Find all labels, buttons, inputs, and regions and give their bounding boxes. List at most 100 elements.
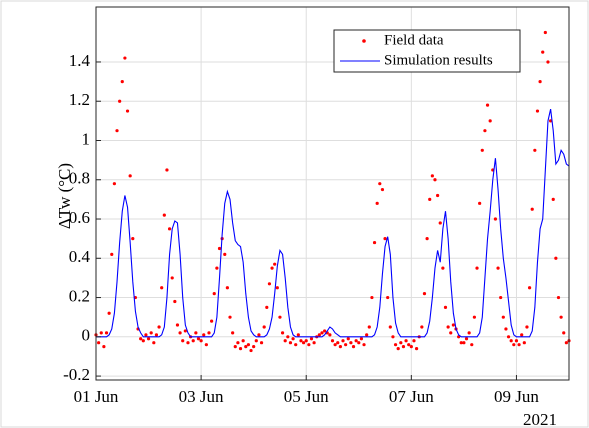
- field-point: [562, 331, 566, 335]
- field-point: [446, 325, 450, 329]
- field-point: [146, 337, 151, 341]
- field-point: [451, 323, 455, 327]
- field-point: [238, 346, 243, 351]
- field-point: [530, 207, 534, 211]
- field-point: [399, 341, 403, 345]
- field-point: [393, 343, 398, 347]
- field-point: [304, 339, 308, 343]
- field-point: [252, 345, 256, 349]
- field-point: [273, 262, 277, 266]
- field-point: [283, 339, 287, 343]
- field-point: [436, 193, 440, 198]
- field-point: [265, 305, 269, 309]
- field-point: [181, 339, 185, 343]
- field-point: [202, 333, 206, 337]
- field-point: [391, 335, 395, 339]
- field-point: [483, 129, 487, 133]
- y-tick-label: -0.2: [63, 365, 90, 384]
- field-point: [330, 339, 335, 343]
- field-point: [375, 201, 379, 205]
- field-point: [312, 341, 316, 345]
- field-point: [246, 343, 251, 347]
- field-point: [517, 343, 521, 347]
- field-point: [236, 341, 240, 345]
- field-point: [378, 182, 382, 186]
- field-point: [488, 119, 492, 123]
- field-point: [362, 343, 366, 347]
- field-point: [299, 339, 303, 343]
- field-point: [509, 339, 513, 343]
- field-point: [217, 246, 222, 251]
- field-point: [422, 292, 427, 296]
- field-point: [186, 341, 190, 345]
- y-tick-label: 1: [82, 129, 91, 148]
- field-point: [128, 174, 132, 178]
- field-point: [351, 345, 356, 349]
- field-point: [139, 337, 143, 341]
- field-point: [141, 339, 145, 343]
- field-point: [338, 345, 342, 349]
- field-point: [359, 337, 364, 341]
- field-point: [120, 80, 124, 84]
- field-point: [131, 237, 135, 241]
- field-point: [407, 343, 411, 347]
- field-point: [554, 256, 558, 260]
- axes-box: [95, 6, 570, 381]
- field-point: [270, 266, 274, 270]
- field-point: [370, 295, 374, 300]
- field-point: [170, 276, 174, 280]
- field-point: [257, 333, 261, 337]
- field-point: [149, 331, 153, 335]
- field-point: [199, 339, 203, 343]
- field-point: [346, 337, 350, 341]
- field-point: [470, 343, 474, 347]
- field-point: [178, 331, 182, 335]
- field-point: [112, 182, 116, 186]
- x-tick-label: 05 Jun: [284, 387, 329, 406]
- y-axis-label: ΔTw (°C): [55, 163, 74, 229]
- field-point: [278, 315, 282, 319]
- field-point: [301, 341, 306, 345]
- x-tick-label: 03 Jun: [179, 387, 224, 406]
- y-tick-label: 0.8: [69, 169, 90, 188]
- field-point: [535, 109, 540, 113]
- field-point: [367, 325, 371, 329]
- field-point: [564, 341, 568, 345]
- field-point: [365, 333, 369, 337]
- field-point: [493, 217, 498, 221]
- field-point: [514, 339, 519, 343]
- field-point: [467, 331, 471, 335]
- field-point: [294, 343, 298, 347]
- field-point: [212, 292, 216, 296]
- field-point: [401, 345, 406, 349]
- field-point: [154, 333, 159, 337]
- y-tick-label: 0: [82, 326, 91, 345]
- field-point: [499, 295, 503, 300]
- field-point: [296, 333, 300, 337]
- field-point: [275, 286, 279, 290]
- field-point: [344, 343, 348, 347]
- field-point: [501, 315, 505, 319]
- field-point: [254, 339, 258, 343]
- field-point: [341, 339, 345, 343]
- field-point: [533, 148, 537, 152]
- field-point: [504, 327, 508, 331]
- field-point: [144, 333, 148, 337]
- field-point: [485, 103, 490, 107]
- field-point: [543, 30, 547, 35]
- field-point: [522, 341, 526, 345]
- field-point: [354, 339, 358, 343]
- field-point: [527, 286, 532, 290]
- field-point: [97, 341, 101, 345]
- field-point: [556, 295, 561, 300]
- field-point: [241, 339, 245, 343]
- legend-box: [333, 29, 521, 73]
- field-point: [464, 337, 469, 341]
- field-point: [506, 335, 511, 339]
- x-tick-label: 07 Jun: [389, 387, 434, 406]
- field-point: [123, 56, 127, 60]
- field-point: [207, 331, 211, 335]
- field-point: [404, 339, 408, 343]
- field-point: [183, 329, 187, 333]
